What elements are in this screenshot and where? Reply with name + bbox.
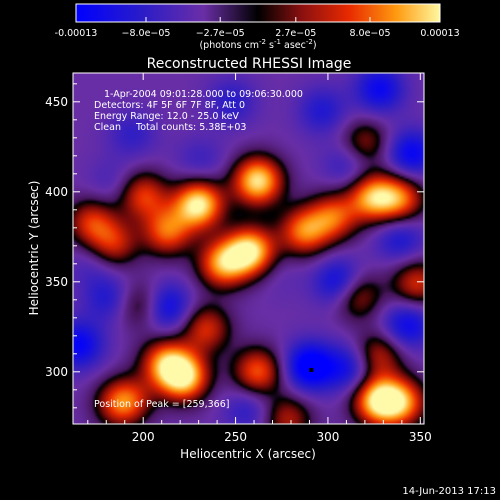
colorbar-ticks: -0.00013 −8.0e−05 −2.7e−05 2.7e−05 8.0e−05 0.… [55, 17, 460, 39]
colorbar-gradient [76, 4, 440, 22]
x-tick-label: 200 [132, 430, 155, 444]
annotation-detectors: Detectors: 4F 5F 6F 7F 8F, Att 0 [94, 100, 245, 111]
plot-frame [72, 72, 425, 425]
colorbar-tick-label: −2.7e−05 [196, 28, 245, 39]
x-axis: 200 250 300 350 [87, 73, 432, 444]
colorbar-tick-label: 0.00013 [420, 28, 459, 39]
heatmap-image [73, 73, 424, 424]
colorbar-tick-label: 8.0e−05 [349, 28, 390, 39]
y-axis: 300 350 400 450 [45, 83, 424, 409]
y-tick-label: 450 [45, 95, 68, 109]
annotation-energy-range: Energy Range: 12.0 - 25.0 keV [94, 111, 239, 122]
y-tick-label: 300 [45, 365, 68, 379]
x-axis-label: Heliocentric X (arcsec) [180, 447, 316, 461]
chart-title: Reconstructed RHESSI Image [147, 56, 352, 72]
colorbar-tick-label: 2.7e−05 [275, 28, 316, 39]
marker-dot [309, 368, 314, 372]
peak-position-label: Position of Peak = [259,366] [94, 399, 229, 410]
colorbar-unit-label: (photons cm-2 s-1 asec-2) [199, 38, 316, 51]
x-tick-label: 350 [409, 430, 432, 444]
colorbar-tick-label: −8.0e−05 [122, 28, 171, 39]
date-stamp: 14-Jun-2013 17:13 [402, 486, 496, 497]
y-tick-label: 400 [45, 185, 68, 199]
annotation-clean-counts: Clean Total counts: 5.38E+03 [94, 122, 246, 133]
x-tick-label: 300 [316, 430, 339, 444]
y-axis-label: Heliocentric Y (arcsec) [27, 181, 41, 316]
x-tick-label: 250 [224, 430, 247, 444]
colorbar-frame [75, 3, 441, 23]
annotation-time-range: 1-Apr-2004 09:01:28.000 to 09:06:30.000 [104, 89, 303, 100]
y-tick-label: 350 [45, 275, 68, 289]
colorbar-tick-label: -0.00013 [55, 28, 98, 39]
